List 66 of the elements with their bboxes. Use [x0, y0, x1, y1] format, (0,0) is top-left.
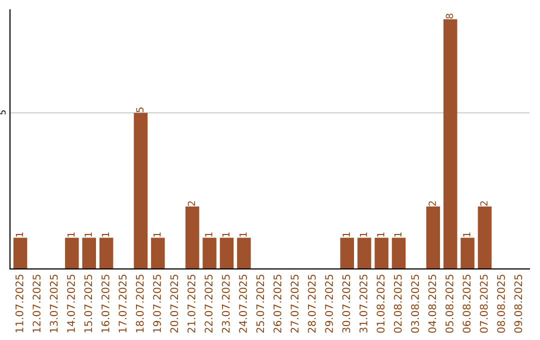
- x-tick-label: 09.08.2025: [514, 274, 522, 333]
- x-tick-label: 06.08.2025: [462, 274, 471, 333]
- data-label: 1: [16, 232, 23, 237]
- bar: [65, 238, 79, 269]
- x-tick-label: 21.07.2025: [187, 274, 196, 333]
- x-tick-label: 23.07.2025: [222, 274, 230, 333]
- data-label: 5: [136, 108, 144, 112]
- x-tick-label: 04.08.2025: [428, 274, 436, 333]
- x-tick-label: 29.07.2025: [325, 274, 333, 333]
- data-label: 1: [360, 232, 368, 237]
- x-tick-label: 24.07.2025: [239, 274, 247, 333]
- x-tick-label: 12.07.2025: [32, 274, 41, 332]
- data-label: 1: [102, 232, 109, 237]
- data-label: 8: [446, 14, 454, 19]
- data-label: 1: [222, 232, 230, 237]
- data-label: 2: [480, 201, 488, 206]
- data-label: 1: [240, 232, 247, 237]
- x-tick-label: 13.07.2025: [50, 274, 58, 332]
- bar: [392, 238, 406, 269]
- bar: [374, 238, 388, 269]
- x-tick-label: 11.07.2025: [15, 274, 24, 332]
- data-label: 1: [394, 232, 402, 237]
- bar: [237, 238, 251, 269]
- data-label: 1: [68, 232, 75, 237]
- x-tick-label: 18.07.2025: [136, 274, 144, 332]
- data-label: 1: [342, 232, 350, 237]
- bar: [151, 238, 165, 269]
- bar: [478, 206, 492, 269]
- data-label: 1: [377, 232, 384, 237]
- bar: [13, 238, 28, 269]
- x-tick-label: 25.07.2025: [256, 274, 264, 333]
- bar: [340, 238, 354, 269]
- x-tick-label: 31.07.2025: [359, 274, 368, 333]
- data-label: 1: [84, 232, 92, 237]
- x-tick-label: 08.08.2025: [497, 274, 505, 333]
- bar: [220, 238, 234, 269]
- bar: [202, 238, 216, 269]
- x-tick-label: 22.07.2025: [204, 274, 213, 333]
- x-tick-label: 15.07.2025: [84, 274, 92, 332]
- x-tick-label: 28.07.2025: [308, 274, 316, 333]
- x-tick-label: 30.07.2025: [342, 274, 350, 333]
- data-label: 1: [205, 232, 212, 237]
- x-tick-label: 20.07.2025: [170, 274, 178, 333]
- x-tick-label: 16.07.2025: [101, 274, 110, 332]
- x-tick-label: 26.07.2025: [273, 274, 282, 333]
- x-tick-label: 02.08.2025: [394, 274, 402, 333]
- x-tick-label: 01.08.2025: [376, 274, 385, 333]
- x-tick-label: 27.07.2025: [290, 274, 299, 333]
- data-label: 1: [463, 232, 470, 237]
- bar: [82, 238, 96, 269]
- x-tick-label: 05.08.2025: [445, 274, 454, 333]
- x-tick-label: 03.08.2025: [411, 274, 419, 333]
- bar: [185, 206, 200, 269]
- bar: [357, 238, 372, 269]
- bar: [460, 238, 474, 269]
- data-label: 1: [154, 232, 161, 237]
- x-tick-label: 17.07.2025: [118, 274, 127, 332]
- data-label: 2: [428, 201, 436, 206]
- data-label: 2: [188, 201, 196, 206]
- x-tick-label: 07.08.2025: [480, 274, 488, 333]
- x-tick-label: 14.07.2025: [67, 274, 75, 332]
- bar: [99, 238, 114, 269]
- bar: [443, 19, 458, 269]
- bar: [426, 206, 440, 269]
- bar: [134, 112, 148, 269]
- x-tick-label: 19.07.2025: [153, 274, 161, 332]
